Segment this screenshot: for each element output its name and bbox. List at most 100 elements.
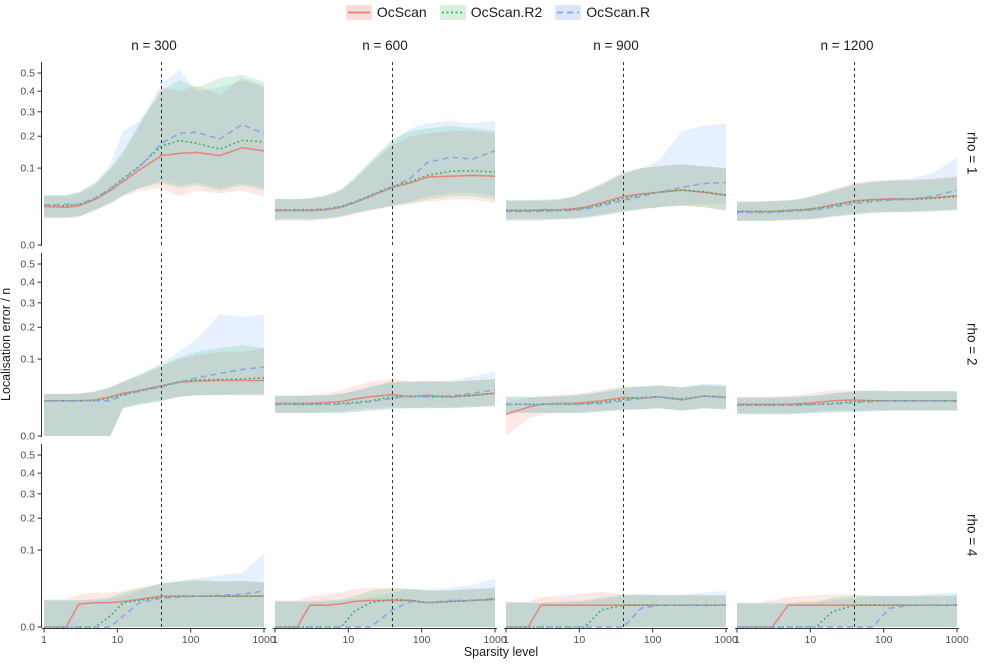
x-axis-col-1: 1 10 100 1000 — [41, 628, 276, 646]
ribbon-ocscan — [737, 176, 957, 221]
line-ocscan.r — [275, 389, 496, 406]
ribbon-ocscan.r — [506, 590, 726, 627]
x-tick-label: 1000 — [252, 634, 276, 646]
ribbon-ocscan — [275, 130, 495, 221]
legend-key-icon — [345, 4, 372, 20]
panel-rho=2-n=300 — [44, 253, 265, 437]
line-ocscan.r — [506, 395, 727, 406]
line-ocscan.r — [737, 400, 957, 406]
panel-rho=4-n=300 — [44, 444, 265, 628]
ribbon-ocscan — [275, 587, 495, 627]
y-tick-label: 0.3 — [20, 106, 35, 118]
x-tick-label: 10 — [111, 634, 123, 646]
x-tick-label: 1 — [734, 634, 740, 646]
facet-row-label-1: rho = 1 — [964, 131, 980, 175]
line-ocscan.r2 — [44, 595, 264, 628]
y-tick-label: 0.2 — [20, 322, 35, 334]
x-tick-label: 1 — [272, 634, 278, 646]
ribbon-ocscan.r — [737, 592, 957, 627]
ribbon-ocscan.r — [44, 69, 264, 218]
x-tick-label: 1 — [41, 634, 47, 646]
y-axis-row-3: 0.0 0.1 0.2 0.3 0.4 0.5 — [20, 444, 42, 634]
legend-key-icon — [555, 4, 582, 20]
y-tick-label: 0.0 — [20, 622, 35, 634]
line-ocscan.r — [43, 123, 265, 206]
line-ocscan.r2 — [275, 170, 496, 211]
y-tick-label: 0.1 — [20, 545, 35, 557]
panel-rho=2-n=900 — [505, 253, 727, 437]
y-tick-label: 0.3 — [20, 297, 35, 309]
x-tick-label: 100 — [182, 634, 200, 646]
panel-rho=1-n=300 — [43, 62, 265, 246]
y-tick-label: 0.5 — [20, 68, 35, 80]
y-tick-label: 0.2 — [20, 513, 35, 525]
line-ocscan.r2 — [737, 195, 958, 213]
x-tick-label: 10 — [804, 634, 816, 646]
y-tick-label: 0.4 — [20, 468, 35, 480]
ribbon-ocscan — [506, 591, 726, 627]
panel-rho=4-n=600 — [275, 444, 496, 628]
ribbon-ocscan.r — [275, 578, 495, 627]
x-tick-label: 1000 — [483, 634, 507, 646]
legend-key-icon — [439, 4, 466, 20]
line-ocscan.r2 — [506, 189, 727, 212]
ribbon-ocscan — [737, 594, 957, 627]
line-ocscan — [506, 189, 727, 212]
ribbon-ocscan — [737, 389, 957, 413]
ribbon-ocscan.r — [44, 554, 264, 627]
y-tick-label: 0.5 — [20, 450, 35, 462]
x-tick-label: 1 — [503, 634, 509, 646]
ribbon-ocscan.r2 — [44, 579, 264, 627]
legend-item-ocscan-r2: OcScan.R2 — [439, 4, 543, 20]
y-tick-label: 0.4 — [20, 277, 35, 289]
x-tick-label: 100 — [875, 634, 893, 646]
x-tick-label: 10 — [342, 634, 354, 646]
y-tick-label: 0.1 — [20, 354, 35, 366]
y-tick-label: 0.0 — [20, 240, 35, 252]
y-tick-label: 0.4 — [20, 86, 35, 98]
ribbon-ocscan.r2 — [44, 74, 264, 218]
facet-row-label-2: rho = 2 — [964, 322, 980, 366]
panel-rho=2-n=600 — [275, 253, 496, 437]
panel-rho=1-n=1200 — [737, 62, 958, 246]
facet-col-title-3: n = 900 — [593, 38, 639, 53]
y-axis-row-2: 0.0 0.1 0.2 0.3 0.4 0.5 — [20, 253, 42, 443]
y-tick-label: 0.2 — [20, 131, 35, 143]
legend-item-ocscan: OcScan — [345, 4, 427, 20]
y-tick-label: 0.1 — [20, 163, 35, 175]
facet-col-title-4: n = 1200 — [820, 38, 874, 53]
line-ocscan — [43, 146, 265, 209]
line-ocscan.r — [737, 604, 957, 628]
line-ocscan.r — [275, 597, 496, 628]
ribbon-ocscan.r — [506, 123, 726, 221]
line-ocscan.r — [275, 150, 496, 211]
panel-rho=4-n=1200 — [737, 444, 957, 628]
chart-legend: OcScan OcScan.R2 OcScan.R — [0, 4, 996, 20]
facet-row-label-3: rho = 4 — [964, 513, 980, 557]
ribbon-ocscan.r2 — [506, 164, 726, 220]
legend-label: OcScan — [376, 4, 427, 20]
x-tick-label: 1000 — [714, 634, 738, 646]
x-axis-col-3: 1 10 100 1000 — [503, 628, 738, 646]
line-ocscan.r2 — [506, 395, 727, 406]
ribbon-ocscan.r2 — [506, 594, 726, 627]
x-tick-label: 1000 — [945, 634, 969, 646]
ribbon-ocscan.r2 — [737, 595, 957, 627]
facet-col-title-1: n = 300 — [131, 38, 177, 53]
ribbon-ocscan — [44, 348, 264, 436]
panel-rho=1-n=900 — [506, 62, 727, 246]
line-ocscan.r2 — [44, 377, 265, 402]
ribbon-ocscan.r — [44, 314, 264, 436]
x-axis-col-2: 1 10 100 1000 — [272, 628, 507, 646]
x-axis-col-4: 1 10 100 1000 — [734, 628, 969, 646]
legend-label: OcScan.R2 — [470, 4, 543, 20]
legend-item-ocscan-r: OcScan.R — [555, 4, 650, 20]
y-tick-label: 0.5 — [20, 259, 35, 271]
y-tick-label: 0.3 — [20, 488, 35, 500]
y-tick-label: 0.0 — [20, 431, 35, 443]
line-ocscan.r2 — [275, 598, 496, 628]
line-ocscan.r — [737, 189, 958, 214]
panel-rho=4-n=900 — [506, 444, 726, 628]
ribbon-ocscan.r2 — [275, 587, 495, 627]
